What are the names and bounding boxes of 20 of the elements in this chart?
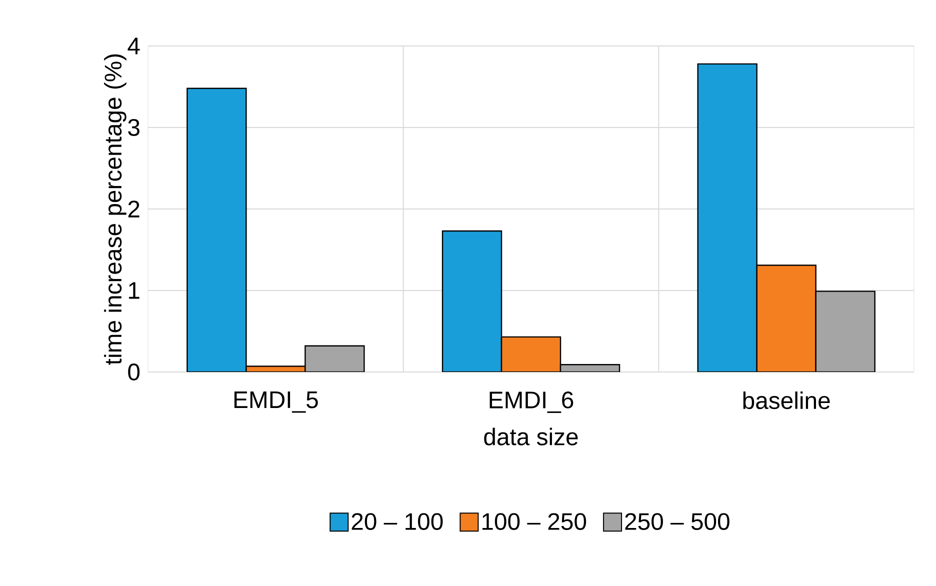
bar (815, 290, 876, 372)
legend-label: 250 – 500 (625, 513, 730, 530)
y-tick-label: 0 (128, 364, 140, 380)
y-axis-title: time increase percentage (%) (104, 54, 126, 365)
bar (500, 336, 562, 372)
bar (304, 345, 365, 372)
bar (442, 230, 502, 372)
legend-label: 100 – 250 (482, 513, 586, 530)
bar (186, 88, 247, 372)
x-tick-label: baseline (743, 392, 830, 410)
y-tick-label: 4 (128, 38, 140, 54)
x-tick-label: EMDI_6 (490, 392, 574, 413)
legend-label: 20 – 100 (352, 513, 443, 530)
bar (697, 63, 758, 372)
y-tick-label: 3 (128, 119, 140, 136)
x-tick-label: EMDI_5 (234, 392, 318, 413)
bar (756, 264, 816, 372)
y-tick-label: 2 (128, 200, 140, 218)
x-axis-title: data size (484, 428, 578, 446)
y-tick-label: 1 (129, 282, 140, 299)
